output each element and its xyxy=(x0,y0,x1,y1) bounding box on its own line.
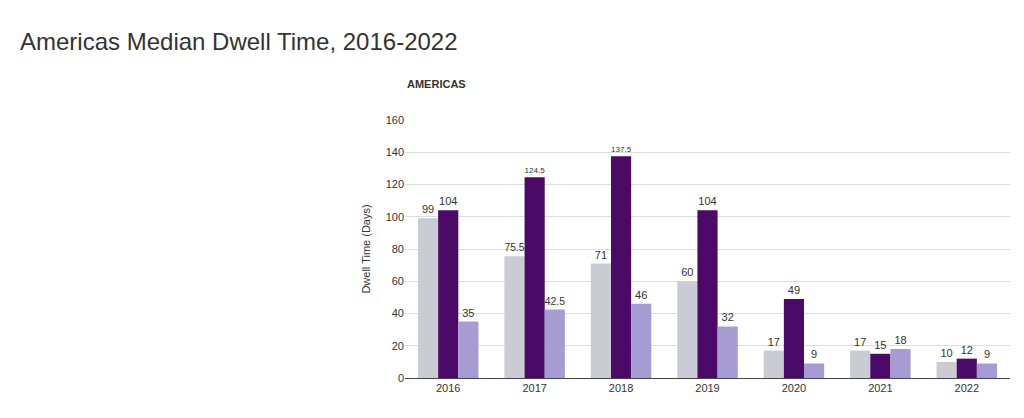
svg-text:2018: 2018 xyxy=(609,382,633,394)
svg-text:20: 20 xyxy=(392,340,404,352)
svg-text:32: 32 xyxy=(722,311,734,323)
svg-text:9: 9 xyxy=(811,348,817,360)
svg-text:2017: 2017 xyxy=(522,382,546,394)
svg-text:75.5: 75.5 xyxy=(504,242,524,253)
svg-text:9: 9 xyxy=(984,348,990,360)
svg-text:60: 60 xyxy=(392,275,404,287)
svg-text:49: 49 xyxy=(788,284,800,296)
svg-text:12: 12 xyxy=(961,344,973,356)
svg-text:17: 17 xyxy=(768,336,780,348)
svg-text:40: 40 xyxy=(392,307,404,319)
svg-text:71: 71 xyxy=(595,249,607,261)
svg-text:2020: 2020 xyxy=(782,382,806,394)
svg-text:42.5: 42.5 xyxy=(545,296,565,307)
svg-text:2021: 2021 xyxy=(868,382,892,394)
svg-text:2016: 2016 xyxy=(436,382,460,394)
svg-text:18: 18 xyxy=(894,334,906,346)
svg-text:100: 100 xyxy=(386,211,404,223)
svg-text:60: 60 xyxy=(681,266,693,278)
svg-text:99: 99 xyxy=(422,203,434,215)
svg-text:120: 120 xyxy=(386,178,404,190)
svg-text:104: 104 xyxy=(439,195,457,207)
svg-text:0: 0 xyxy=(398,372,404,384)
svg-text:140: 140 xyxy=(386,146,404,158)
svg-text:35: 35 xyxy=(462,307,474,319)
svg-text:137.5: 137.5 xyxy=(611,145,632,154)
svg-text:104: 104 xyxy=(698,195,716,207)
svg-text:10: 10 xyxy=(940,347,952,359)
svg-text:160: 160 xyxy=(386,114,404,126)
svg-text:15: 15 xyxy=(874,339,886,351)
svg-text:Americas Median Dwell Time, 20: Americas Median Dwell Time, 2016-2022 xyxy=(20,28,458,55)
svg-text:17: 17 xyxy=(854,336,866,348)
svg-text:46: 46 xyxy=(635,289,647,301)
svg-text:80: 80 xyxy=(392,243,404,255)
svg-text:Dwell Time (Days): Dwell Time (Days) xyxy=(360,204,372,293)
svg-text:AMERICAS: AMERICAS xyxy=(407,78,466,90)
svg-text:2019: 2019 xyxy=(695,382,719,394)
svg-text:2022: 2022 xyxy=(955,382,979,394)
svg-text:124.5: 124.5 xyxy=(525,166,546,175)
